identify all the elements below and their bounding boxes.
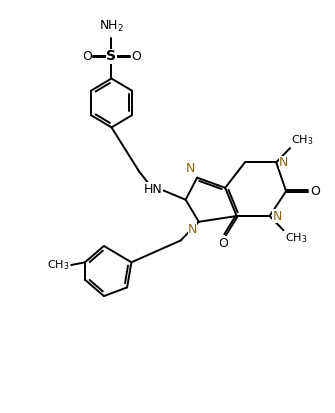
Text: N: N	[279, 156, 288, 169]
Text: N: N	[188, 223, 197, 237]
Text: S: S	[107, 50, 117, 64]
Text: O: O	[218, 237, 228, 250]
Text: N: N	[272, 209, 282, 223]
Text: N: N	[186, 162, 196, 175]
Text: O: O	[131, 50, 141, 63]
Text: CH$_3$: CH$_3$	[47, 258, 69, 272]
Text: NH$_2$: NH$_2$	[99, 19, 124, 34]
Text: CH$_3$: CH$_3$	[291, 133, 314, 147]
Text: HN: HN	[144, 183, 162, 196]
Text: CH$_3$: CH$_3$	[285, 232, 307, 245]
Text: O: O	[310, 185, 320, 198]
Text: O: O	[82, 50, 92, 63]
